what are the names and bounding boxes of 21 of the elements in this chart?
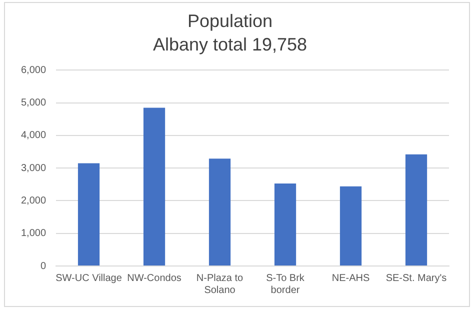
x-tick-label: SE-St. Mary's bbox=[386, 272, 447, 284]
x-tick-label: N-Plaza to Solano bbox=[196, 272, 244, 296]
y-tick-label: 6,000 bbox=[20, 64, 46, 76]
x-tick-label: S-To Brk border bbox=[266, 272, 306, 296]
bar bbox=[208, 158, 231, 266]
x-tick-label: NW-Condos bbox=[127, 272, 182, 284]
bar bbox=[143, 108, 166, 266]
bar bbox=[274, 183, 296, 266]
y-tick-label: 4,000 bbox=[20, 130, 46, 142]
x-tick-label: SW-UC Village bbox=[56, 272, 122, 284]
chart-subtitle: Albany total 19,758 bbox=[152, 34, 308, 54]
y-tick-label: 5,000 bbox=[20, 98, 46, 109]
y-tick-label: 1,000 bbox=[20, 228, 46, 240]
y-tick-label: 0 bbox=[40, 260, 46, 272]
x-tick-label: NE-AHS bbox=[332, 272, 370, 284]
bar bbox=[78, 163, 100, 266]
bar bbox=[405, 154, 428, 266]
y-tick-label: 3,000 bbox=[20, 162, 46, 174]
bar bbox=[340, 186, 362, 266]
chart-title: Population bbox=[187, 10, 273, 31]
y-tick-label: 2,000 bbox=[20, 195, 46, 206]
